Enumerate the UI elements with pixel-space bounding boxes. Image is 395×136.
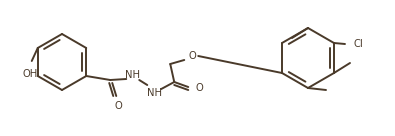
Text: NH: NH — [147, 88, 162, 98]
Text: Cl: Cl — [354, 39, 364, 49]
Text: NH: NH — [125, 70, 140, 80]
Text: OH: OH — [22, 69, 38, 79]
Text: O: O — [195, 83, 203, 93]
Text: O: O — [188, 51, 196, 61]
Text: O: O — [115, 101, 122, 111]
